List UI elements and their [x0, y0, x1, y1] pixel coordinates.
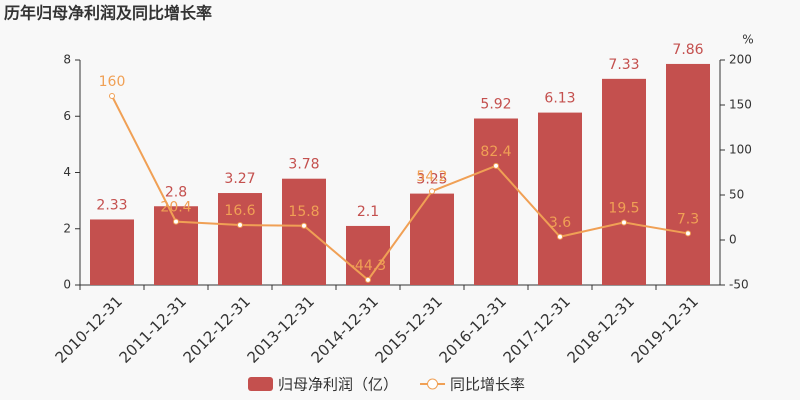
line-value-label: 15.8 [288, 204, 319, 220]
line-point [365, 276, 371, 283]
line-point [429, 188, 435, 195]
bar [282, 178, 326, 285]
y2-tick-label: 50 [729, 188, 744, 202]
line-point [173, 218, 179, 225]
line-point [557, 233, 563, 240]
line-value-label: 3.6 [549, 215, 571, 231]
bar [218, 193, 262, 285]
y2-tick-label: 200 [729, 53, 752, 67]
line-value-label: -44.3 [350, 258, 386, 274]
line-value-label: 20.4 [160, 200, 191, 216]
bar [666, 63, 710, 285]
bar [602, 78, 646, 285]
line [111, 95, 689, 282]
y2-tick-label: -50 [729, 278, 749, 292]
bar-value-label: 3.27 [224, 171, 255, 187]
bar-value-label: 7.86 [672, 42, 703, 58]
line-value-label: 19.5 [608, 200, 639, 216]
line-point [685, 230, 691, 237]
line-value-label: 7.3 [677, 211, 699, 227]
legend-swatch [427, 378, 439, 390]
line-value-label: 16.6 [224, 203, 255, 219]
bar-value-label: 2.1 [357, 204, 379, 220]
line-point [237, 222, 243, 229]
line-point [109, 93, 115, 99]
y-tick-label: 2 [63, 221, 71, 235]
y-tick-label: 4 [63, 165, 71, 179]
y2-tick-label: 150 [729, 98, 752, 112]
y2-axis-label: % [742, 33, 753, 47]
legend-swatch [248, 377, 273, 391]
legend-label: 归母净利润（亿） [278, 376, 398, 394]
bar [538, 112, 582, 285]
legend-label: 同比增长率 [450, 376, 525, 394]
y-tick-label: 6 [63, 109, 71, 123]
line-value-label: 82.4 [480, 144, 511, 160]
y2-tick-label: 100 [729, 143, 752, 157]
bar [410, 193, 454, 285]
chart-title: 历年归母净利润及同比增长率 [4, 4, 212, 23]
bar-value-label: 5.92 [480, 97, 511, 113]
bar-value-label: 6.13 [544, 91, 575, 107]
line-value-label: 160 [99, 74, 126, 90]
line-point [621, 219, 627, 226]
y2-tick-label: 0 [729, 233, 737, 247]
bar-value-label: 2.33 [96, 197, 127, 213]
bar [474, 118, 518, 285]
bar [90, 219, 134, 285]
y-tick-label: 0 [63, 278, 71, 292]
line-value-label: 54.2 [416, 169, 447, 185]
bar-value-label: 3.78 [288, 157, 319, 173]
line-point [301, 222, 307, 229]
bar [154, 206, 198, 285]
bar-value-label: 7.33 [608, 57, 639, 73]
y-tick-label: 8 [63, 53, 71, 67]
bar [346, 225, 390, 285]
line-point [493, 162, 499, 169]
bar-value-label: 2.8 [165, 184, 187, 200]
bar-value-label: 3.25 [416, 172, 447, 188]
